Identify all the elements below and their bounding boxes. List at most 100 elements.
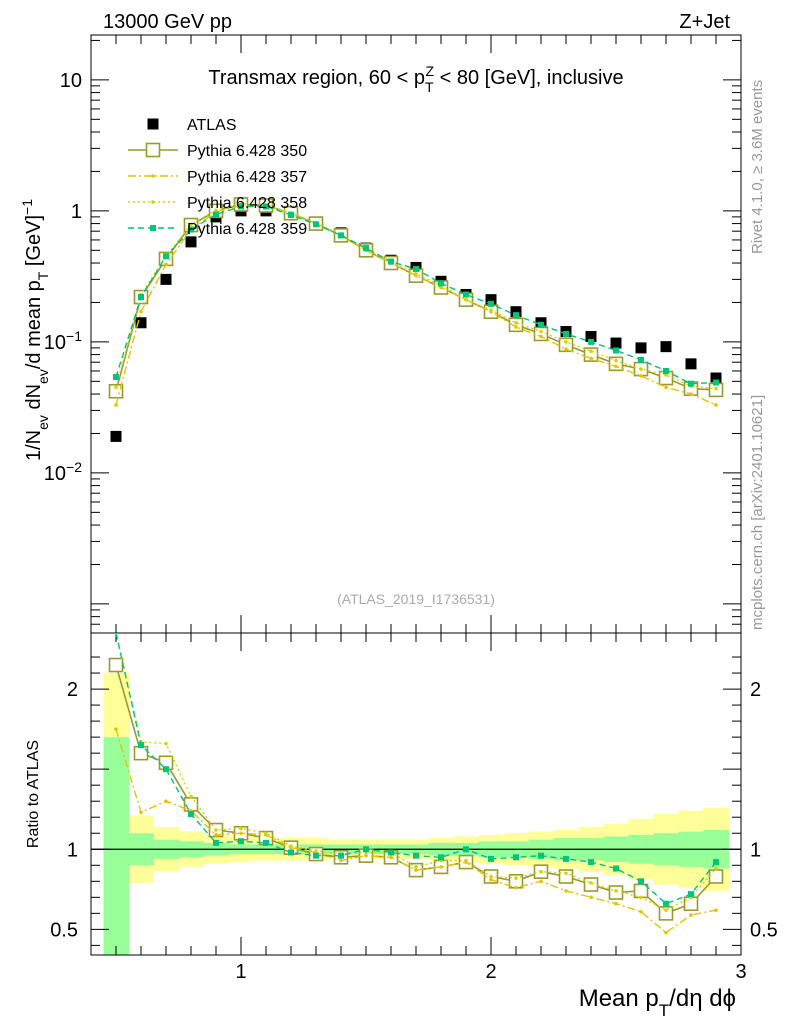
pythia-6-428-359-point-marker bbox=[663, 367, 669, 374]
atlas-point-marker bbox=[185, 236, 197, 248]
pythia-6-428-357-point-marker bbox=[639, 374, 643, 378]
pythia-6-428-359-point-marker bbox=[313, 221, 319, 228]
pythia-6-428-357-ratio-point-marker bbox=[114, 727, 118, 731]
y-tick-label: 1 bbox=[71, 201, 82, 223]
legend-label: Pythia 6.428 357 bbox=[187, 169, 307, 186]
y-axis-label: 1/Nev dNev/d mean pT [GeV]−1 bbox=[19, 199, 51, 461]
pythia-6-428-357-point-marker bbox=[714, 403, 718, 407]
pythia-6-428-359-ratio-point-marker bbox=[688, 891, 694, 898]
pythia-6-428-359-point-marker bbox=[238, 203, 244, 210]
pythia-6-428-357-ratio-point-marker bbox=[339, 858, 343, 863]
pythia-6-428-359-point-marker bbox=[613, 347, 619, 354]
pythia-6-428-357-point-marker bbox=[514, 325, 518, 329]
atlas-point-marker bbox=[610, 337, 622, 349]
pythia-6-428-357-ratio-point-marker bbox=[489, 877, 493, 882]
ratio-y-tick-label-right: 1 bbox=[750, 839, 761, 861]
process-label: Z+Jet bbox=[679, 11, 730, 33]
y-tick-label: 10 bbox=[60, 70, 82, 92]
pythia-6-428-357-ratio-point-marker bbox=[539, 879, 543, 884]
y-tick-label: 10−1 bbox=[44, 328, 82, 354]
atlas-point-marker bbox=[135, 317, 147, 329]
pythia-6-428-359-ratio-point-marker bbox=[188, 811, 194, 818]
legend-marker bbox=[151, 200, 155, 204]
pythia-6-428-359-point-marker bbox=[138, 294, 144, 301]
ratio-y-tick-label-right: 2 bbox=[750, 679, 761, 701]
pythia-6-428-359-point-marker bbox=[563, 330, 569, 337]
series-pythia-6-428-359 bbox=[113, 203, 719, 387]
pythia-6-428-357-ratio-point-marker bbox=[389, 855, 393, 860]
pythia-6-428-357-ratio-point-marker bbox=[139, 810, 143, 815]
legend-item-pythia-6-428-357: Pythia 6.428 357 bbox=[128, 169, 307, 186]
pythia-6-428-358-ratio-point-marker bbox=[264, 831, 268, 836]
pythia-6-428-358-ratio-point-marker bbox=[564, 871, 568, 876]
pythia-6-428-359-ratio-point-marker bbox=[313, 852, 319, 859]
ratio-y-tick-label: 1 bbox=[67, 839, 78, 861]
main-plot-title: Transmax region, 60 < pTZ < 80 [GeV], in… bbox=[208, 63, 623, 95]
x-tick-label: 2 bbox=[485, 961, 496, 983]
atlas-point-marker bbox=[510, 306, 522, 318]
pythia-6-428-359-ratio-point-marker bbox=[588, 859, 594, 866]
pythia-6-428-350-point-marker bbox=[108, 383, 124, 399]
pythia-6-428-357-ratio-point-marker bbox=[214, 833, 218, 837]
pythia-6-428-358-ratio-point-marker bbox=[214, 828, 218, 832]
legend: ATLAS Pythia 6.428 350 Pythia 6.428 357 Pyt… bbox=[128, 117, 307, 238]
pythia-6-428-357-point-marker bbox=[114, 403, 118, 407]
legend-item-pythia-6-428-359: Pythia 6.428 359 bbox=[128, 221, 307, 238]
pythia-6-428-359-ratio-point-marker bbox=[563, 855, 569, 862]
pythia-6-428-357-ratio-point-marker bbox=[239, 831, 243, 836]
pythia-6-428-358-point-marker bbox=[664, 373, 668, 377]
pythia-6-428-359-point-marker bbox=[463, 291, 469, 298]
pythia-6-428-358-ratio-point-marker bbox=[489, 874, 493, 879]
pythia-6-428-358-point-marker bbox=[414, 272, 418, 276]
pythia-6-428-358-point-marker bbox=[614, 358, 618, 363]
pythia-6-428-359-ratio-point-marker bbox=[263, 839, 269, 846]
ratio-y-axis-label: Ratio to ATLAS bbox=[25, 740, 42, 848]
pythia-6-428-359-point-marker bbox=[588, 338, 594, 345]
legend-item-atlas: ATLAS bbox=[147, 117, 237, 134]
pythia-6-428-358-point-marker bbox=[189, 222, 193, 227]
pythia-6-428-357-point-marker bbox=[139, 309, 143, 314]
pythia-6-428-357-ratio-point-marker bbox=[414, 868, 418, 872]
pythia-6-428-357-ratio-point-marker bbox=[689, 913, 693, 917]
uncertainty-band-inner bbox=[103, 737, 129, 955]
series-atlas bbox=[110, 205, 722, 442]
ratio-plot-panel: 0.5 0.5 1 1 2 2 1 2 3 Ratio to ATLAS Mean pT/dη … bbox=[25, 632, 778, 1020]
pythia-6-428-357-ratio-point-marker bbox=[164, 799, 168, 804]
pythia-6-428-358-point-marker bbox=[564, 340, 568, 344]
pythia-6-428-357-ratio-point-marker bbox=[664, 930, 668, 935]
pythia-6-428-359-ratio-point-marker bbox=[138, 742, 144, 749]
pythia-6-428-359-point-marker bbox=[213, 211, 219, 218]
pythia-6-428-358-ratio-point-marker bbox=[164, 741, 168, 746]
pythia-6-428-358-point-marker bbox=[639, 367, 643, 371]
pythia-6-428-359-ratio-point-marker bbox=[638, 878, 644, 885]
pythia-6-428-350-ratio-point-marker bbox=[558, 869, 574, 884]
pythia-6-428-358-point-marker bbox=[214, 208, 218, 213]
pythia-6-428-357-ratio-point-marker bbox=[439, 865, 443, 869]
pythia-6-428-359-ratio-point-marker bbox=[513, 854, 519, 861]
pythia-6-428-357-ratio-point-marker bbox=[589, 895, 593, 900]
pythia-6-428-359-ratio-point-marker bbox=[363, 846, 369, 853]
pythia-6-428-350-ratio-point-marker bbox=[658, 906, 674, 921]
main-plot-panel: 10−2 10−1 1 10 Transmax region, 60 < pTZ < … bbox=[19, 34, 742, 634]
x-tick-label: 1 bbox=[235, 961, 246, 983]
x-axis-label-text: Mean pT/dη dϕ bbox=[579, 985, 736, 1020]
pythia-6-428-359-point-marker bbox=[488, 300, 494, 307]
pythia-6-428-357-point-marker bbox=[614, 364, 618, 369]
legend-marker bbox=[150, 225, 156, 231]
pythia-6-428-359-point-marker bbox=[513, 312, 519, 319]
pythia-6-428-359-ratio-point-marker bbox=[338, 852, 344, 859]
pythia-6-428-358-point-marker bbox=[539, 329, 543, 334]
pythia-6-428-357-point-marker bbox=[164, 262, 168, 267]
ratio-y-tick-label: 0.5 bbox=[50, 919, 78, 941]
energy-label: 13000 GeV pp bbox=[103, 11, 232, 33]
pythia-6-428-357-ratio-point-marker bbox=[714, 908, 718, 912]
legend-atlas-marker bbox=[147, 118, 159, 130]
legend-label: ATLAS bbox=[187, 117, 237, 134]
pythia-6-428-357-point-marker bbox=[539, 334, 543, 339]
pythia-6-428-359-ratio-point-marker bbox=[663, 900, 669, 907]
pythia-6-428-359-ratio-point-marker bbox=[238, 838, 244, 845]
source-label: mcplots.cern.ch [arXiv:2401.10621] bbox=[749, 395, 766, 630]
legend-label: Pythia 6.428 359 bbox=[187, 221, 307, 238]
pythia-6-428-359-point-marker bbox=[688, 380, 694, 387]
pythia-6-428-359-ratio-point-marker bbox=[213, 839, 219, 846]
